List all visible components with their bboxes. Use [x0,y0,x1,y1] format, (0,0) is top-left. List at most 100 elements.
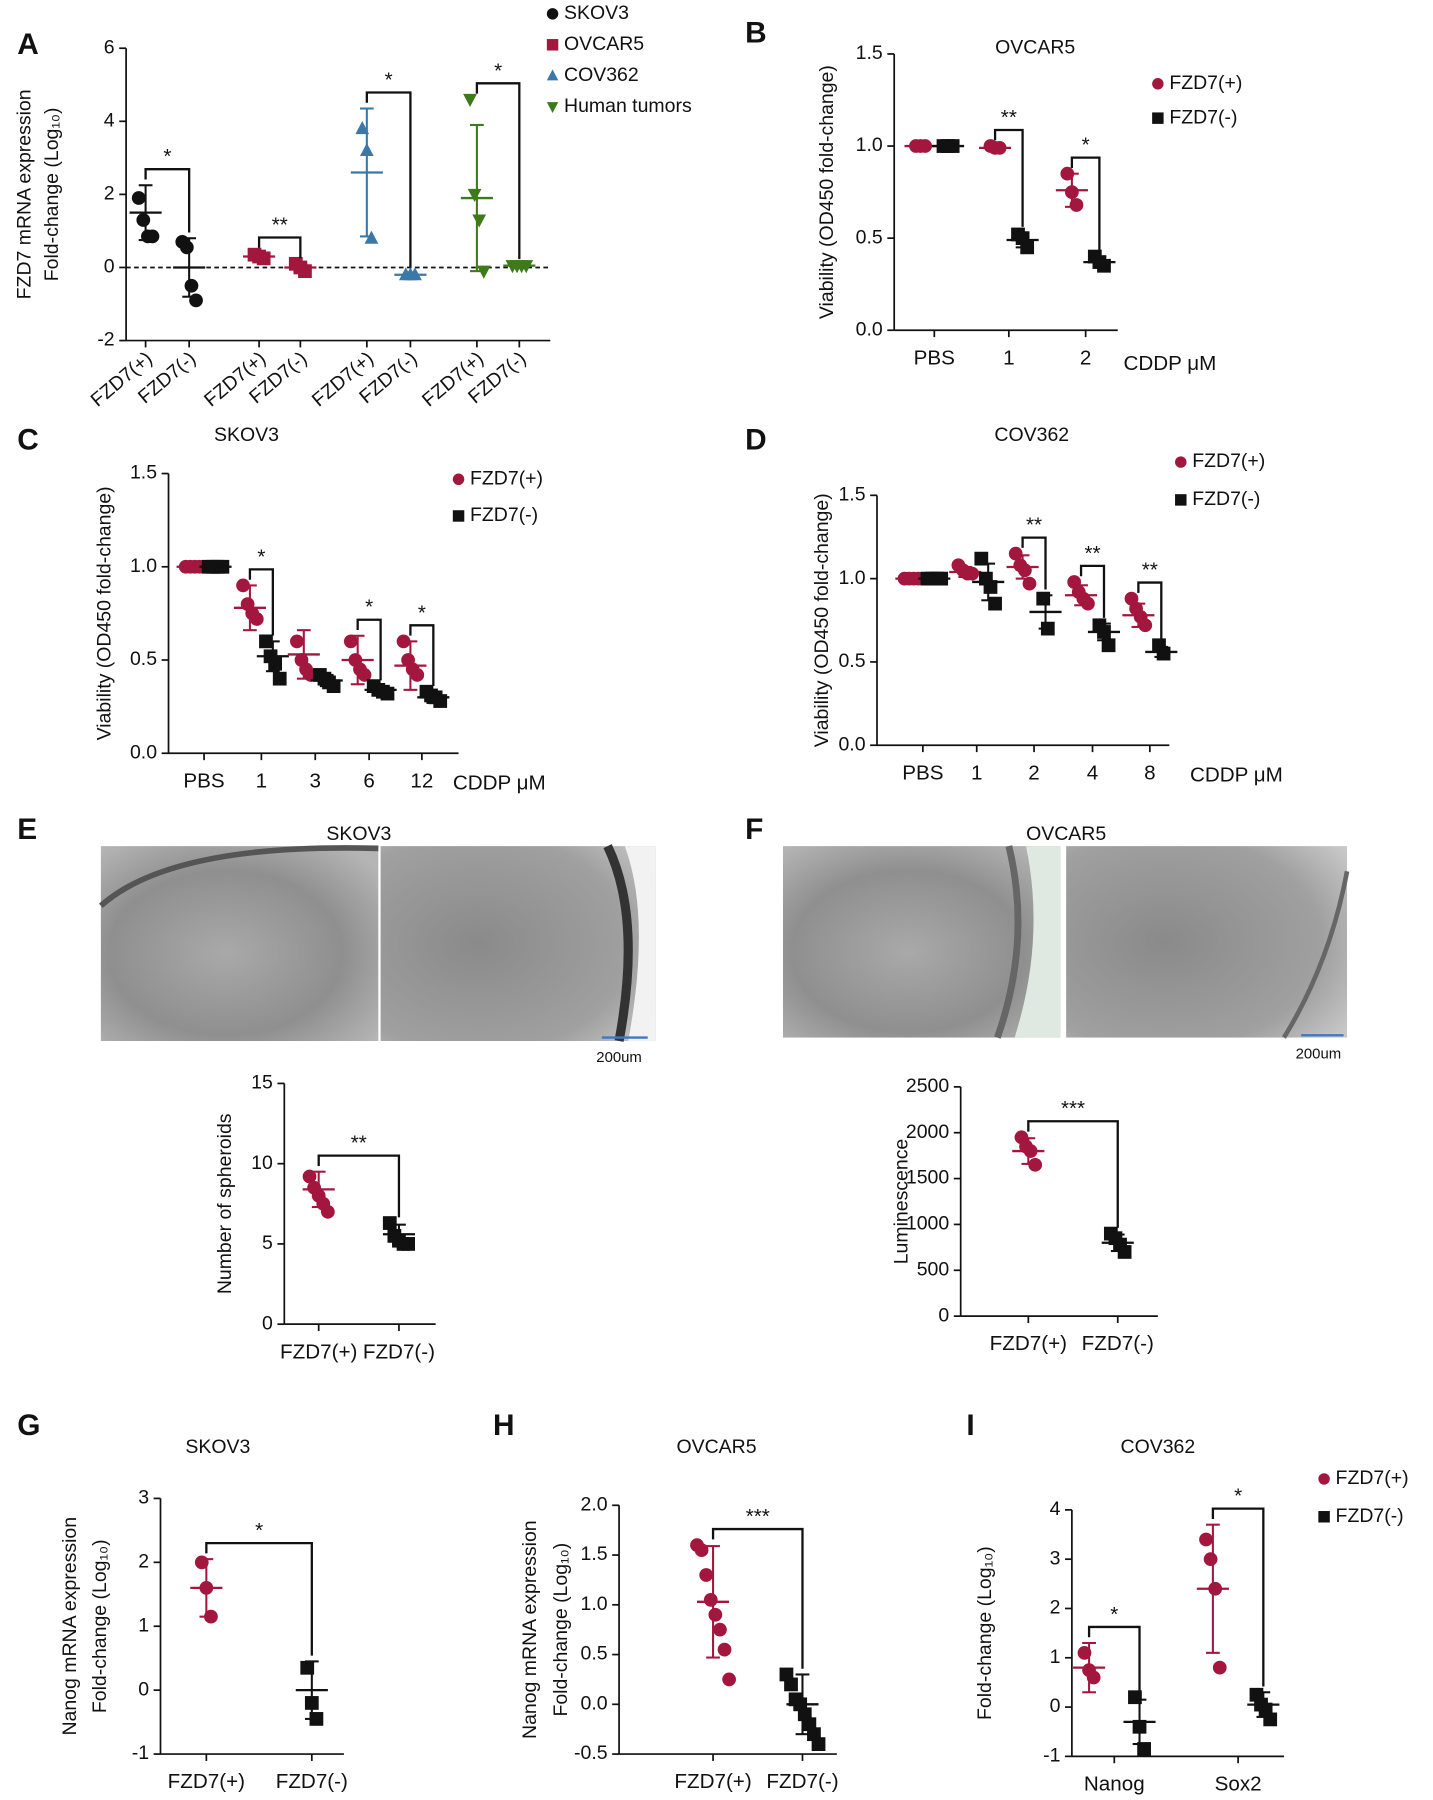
significance-bracket [144,168,191,233]
y-tick-label: 2000 [906,1121,949,1143]
data-point [401,1237,415,1251]
y-tick-label: 0.0 [130,741,157,763]
legend-label: FZD7(-) [1192,488,1260,510]
data-point [965,566,980,581]
x-tick-label: PBS [914,346,955,369]
y-tick-label: 0 [938,1304,949,1326]
y-tick-label: -1 [1043,1745,1060,1767]
significance-bracket [1087,1625,1141,1692]
significance-label: * [365,596,373,619]
y-tick-label: 3 [138,1487,149,1509]
data-point [1156,646,1171,661]
legend-marker [546,39,559,51]
data-point [410,668,425,682]
well-edge [994,845,1022,1039]
chart-panel: H OVCAR5 Nanog mRNA expression Fold-change … [493,1409,839,1793]
y-tick-label: 0.5 [130,648,157,670]
significance-bracket [1027,1120,1119,1228]
data-point [1069,198,1084,212]
legend-label: SKOV3 [564,2,629,24]
x-tick-label: FZD7(+) [280,1340,357,1363]
data-point [983,580,998,594]
y-axis-label: Viability (OD450 fold-change) [816,65,838,319]
chart-title: COV362 [994,424,1069,446]
data-point [1199,1532,1213,1547]
data-point [722,1672,736,1687]
x-tick-label: PBS [902,761,943,784]
legend-marker [546,8,559,20]
y-tick-label: 0.5 [856,226,883,248]
data-point [1137,1742,1151,1756]
significance-bracket [248,568,274,636]
y-axis-label: Luminescence [890,1139,912,1265]
significance-bracket [1211,1507,1265,1687]
legend-marker [1318,1511,1330,1523]
scale-label: 200um [596,1050,642,1066]
chart-panel: Number of spheroids 0 5 10 15 FZD7(+) FZD7(-) *… [214,1072,436,1363]
y-tick-label: 15 [251,1072,273,1094]
x-tick-label: FZD7(-) [276,1770,348,1793]
data-point [1212,1660,1227,1675]
y-tick-label: 500 [917,1258,950,1280]
data-point [290,634,304,649]
data-point [1138,618,1153,633]
data-point [179,240,194,255]
micrograph [380,846,656,1042]
data-point [467,188,482,202]
data-point [343,634,358,649]
data-point [259,634,273,649]
data-point [1203,1552,1218,1567]
y-tick-label: 1 [138,1614,149,1636]
y-tick-label: 0.0 [856,318,883,340]
y-tick-label: 6 [104,36,115,58]
data-point [708,1607,723,1622]
chart-title: OVCAR5 [676,1436,756,1458]
panel-letter: F [745,813,763,846]
significance-label: ** [1001,106,1017,129]
data-point [382,1216,397,1230]
chart-title: SKOV3 [185,1436,250,1458]
significance-bracket [409,624,435,686]
panel-letter: B [745,16,767,49]
data-point [699,1568,714,1582]
legend-marker [452,510,465,522]
legend-label: FZD7(+) [1169,72,1242,94]
micrograph [1066,846,1348,1038]
significance-bracket [205,1541,313,1656]
x-tick-label: 3 [310,769,321,792]
x-tick-label: 2 [1080,346,1091,369]
x-tick-label: FZD7(+) [168,1770,245,1793]
panel-letter: A [17,28,39,61]
x-tick-label: FZD7(-) [1082,1332,1154,1355]
y-tick-label: -0.5 [574,1742,608,1764]
image-panel-e: E SKOV3 200um [17,813,656,1066]
data-point [145,229,160,244]
data-point [717,1642,732,1657]
data-point [1086,1670,1101,1685]
x-axis-label: CDDP μM [1123,352,1216,375]
scale-label: 200um [1296,1047,1342,1063]
significance-bracket [1137,581,1163,640]
legend-label: FZD7(-) [470,504,538,526]
well-edge [1282,870,1350,1039]
legend-label: FZD7(-) [1336,1505,1404,1527]
y-tick-label: 5 [262,1232,273,1254]
x-tick-label: 4 [1087,761,1098,784]
x-tick-label: FZD7(+) [674,1770,751,1793]
y-tick-label: 3 [1050,1547,1061,1569]
data-point [302,1169,317,1184]
legend-label: FZD7(+) [1192,450,1265,472]
y-tick-label: 1.0 [856,134,883,156]
x-tick-label: PBS [183,769,224,792]
data-point [249,612,264,626]
legend-label: FZD7(-) [1169,106,1237,128]
significance-bracket [993,128,1024,227]
significance-bracket [475,82,521,260]
significance-bracket [711,1527,804,1669]
data-point [472,214,487,228]
x-tick-label: 6 [363,769,374,792]
legend-marker [1152,112,1164,124]
x-axis-label: CDDP μM [1190,764,1283,787]
y-axis-label: Fold-change (Log₁₀) [974,1546,996,1720]
